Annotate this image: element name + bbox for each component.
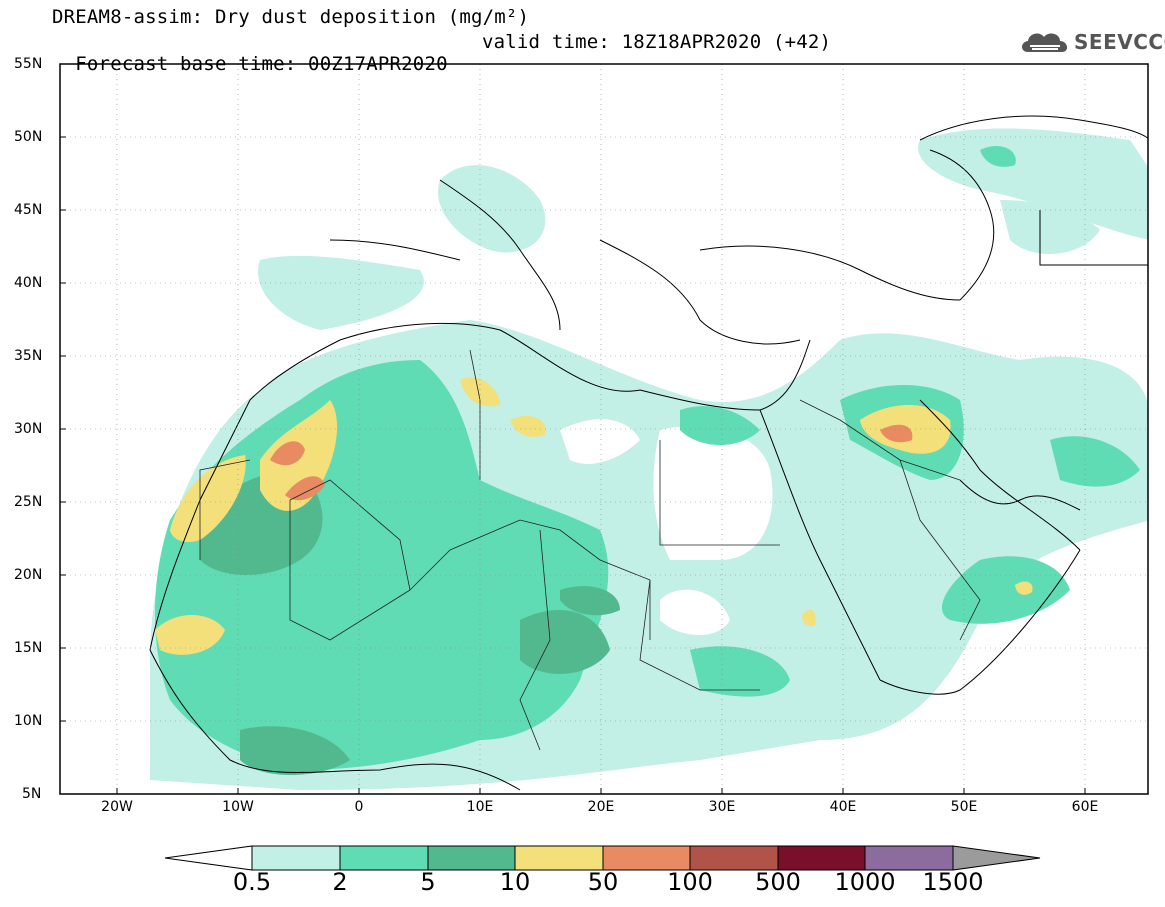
graticule — [60, 64, 1148, 794]
colorbar-swatch-4 — [514, 845, 604, 871]
dust-deposition-field — [150, 128, 1148, 790]
colorbar-label: 1000 — [834, 868, 896, 896]
colorbar-swatch-3 — [427, 845, 516, 871]
lat-label: 5N — [22, 786, 42, 802]
colorbar-label: 5 — [420, 868, 436, 896]
colorbar-swatch-1 — [251, 845, 341, 871]
logo-text: SEEVCCC — [1074, 30, 1165, 54]
lat-label: 45N — [14, 202, 43, 218]
colorbar-high-arrow — [952, 845, 1041, 871]
colorbar — [164, 845, 1041, 871]
coastlines — [149, 115, 1148, 791]
colorbar-label: 2 — [332, 868, 348, 896]
lat-label: 25N — [14, 494, 43, 510]
colorbar-low-arrow — [164, 845, 253, 871]
colorbar-swatch-6 — [689, 845, 779, 871]
colorbar-label: 100 — [667, 868, 713, 896]
lat-label: 55N — [14, 56, 43, 72]
colorbar-label: 10 — [499, 868, 531, 896]
lon-label: 10W — [222, 799, 254, 815]
lon-label: 60E — [1071, 799, 1099, 815]
lat-label: 35N — [14, 348, 43, 364]
lat-label: 20N — [14, 567, 43, 583]
axis-ticks — [60, 136, 1086, 794]
lon-label: 40E — [829, 799, 857, 815]
lat-label: 15N — [14, 640, 43, 656]
map-title: DREAM8-assim: Dry dust deposition (mg/m²… — [52, 6, 530, 28]
lon-label: 50E — [950, 799, 978, 815]
lat-label: 30N — [14, 421, 43, 437]
seevccc-logo: SEEVCCC — [1018, 26, 1165, 60]
lon-label: 30E — [708, 799, 736, 815]
lon-label: 20E — [587, 799, 615, 815]
colorbar-swatch-5 — [602, 845, 691, 871]
colorbar-swatch-7 — [777, 845, 866, 871]
colorbar-label: 500 — [755, 868, 801, 896]
cloud-logo-icon — [1022, 33, 1068, 52]
lat-label: 40N — [14, 275, 43, 291]
colorbar-swatch-8 — [864, 845, 954, 871]
valid-time: valid time: 18Z18APR2020 (+42) — [482, 31, 832, 53]
lat-label: 10N — [14, 713, 43, 729]
lon-label: 10E — [466, 799, 494, 815]
colorbar-swatch-2 — [339, 845, 429, 871]
lon-label: 0 — [354, 799, 364, 815]
colorbar-label: 1500 — [922, 868, 984, 896]
colorbar-label: 0.5 — [232, 868, 272, 896]
lon-label: 20W — [101, 799, 133, 815]
lat-label: 50N — [14, 129, 43, 145]
colorbar-label: 50 — [587, 868, 619, 896]
